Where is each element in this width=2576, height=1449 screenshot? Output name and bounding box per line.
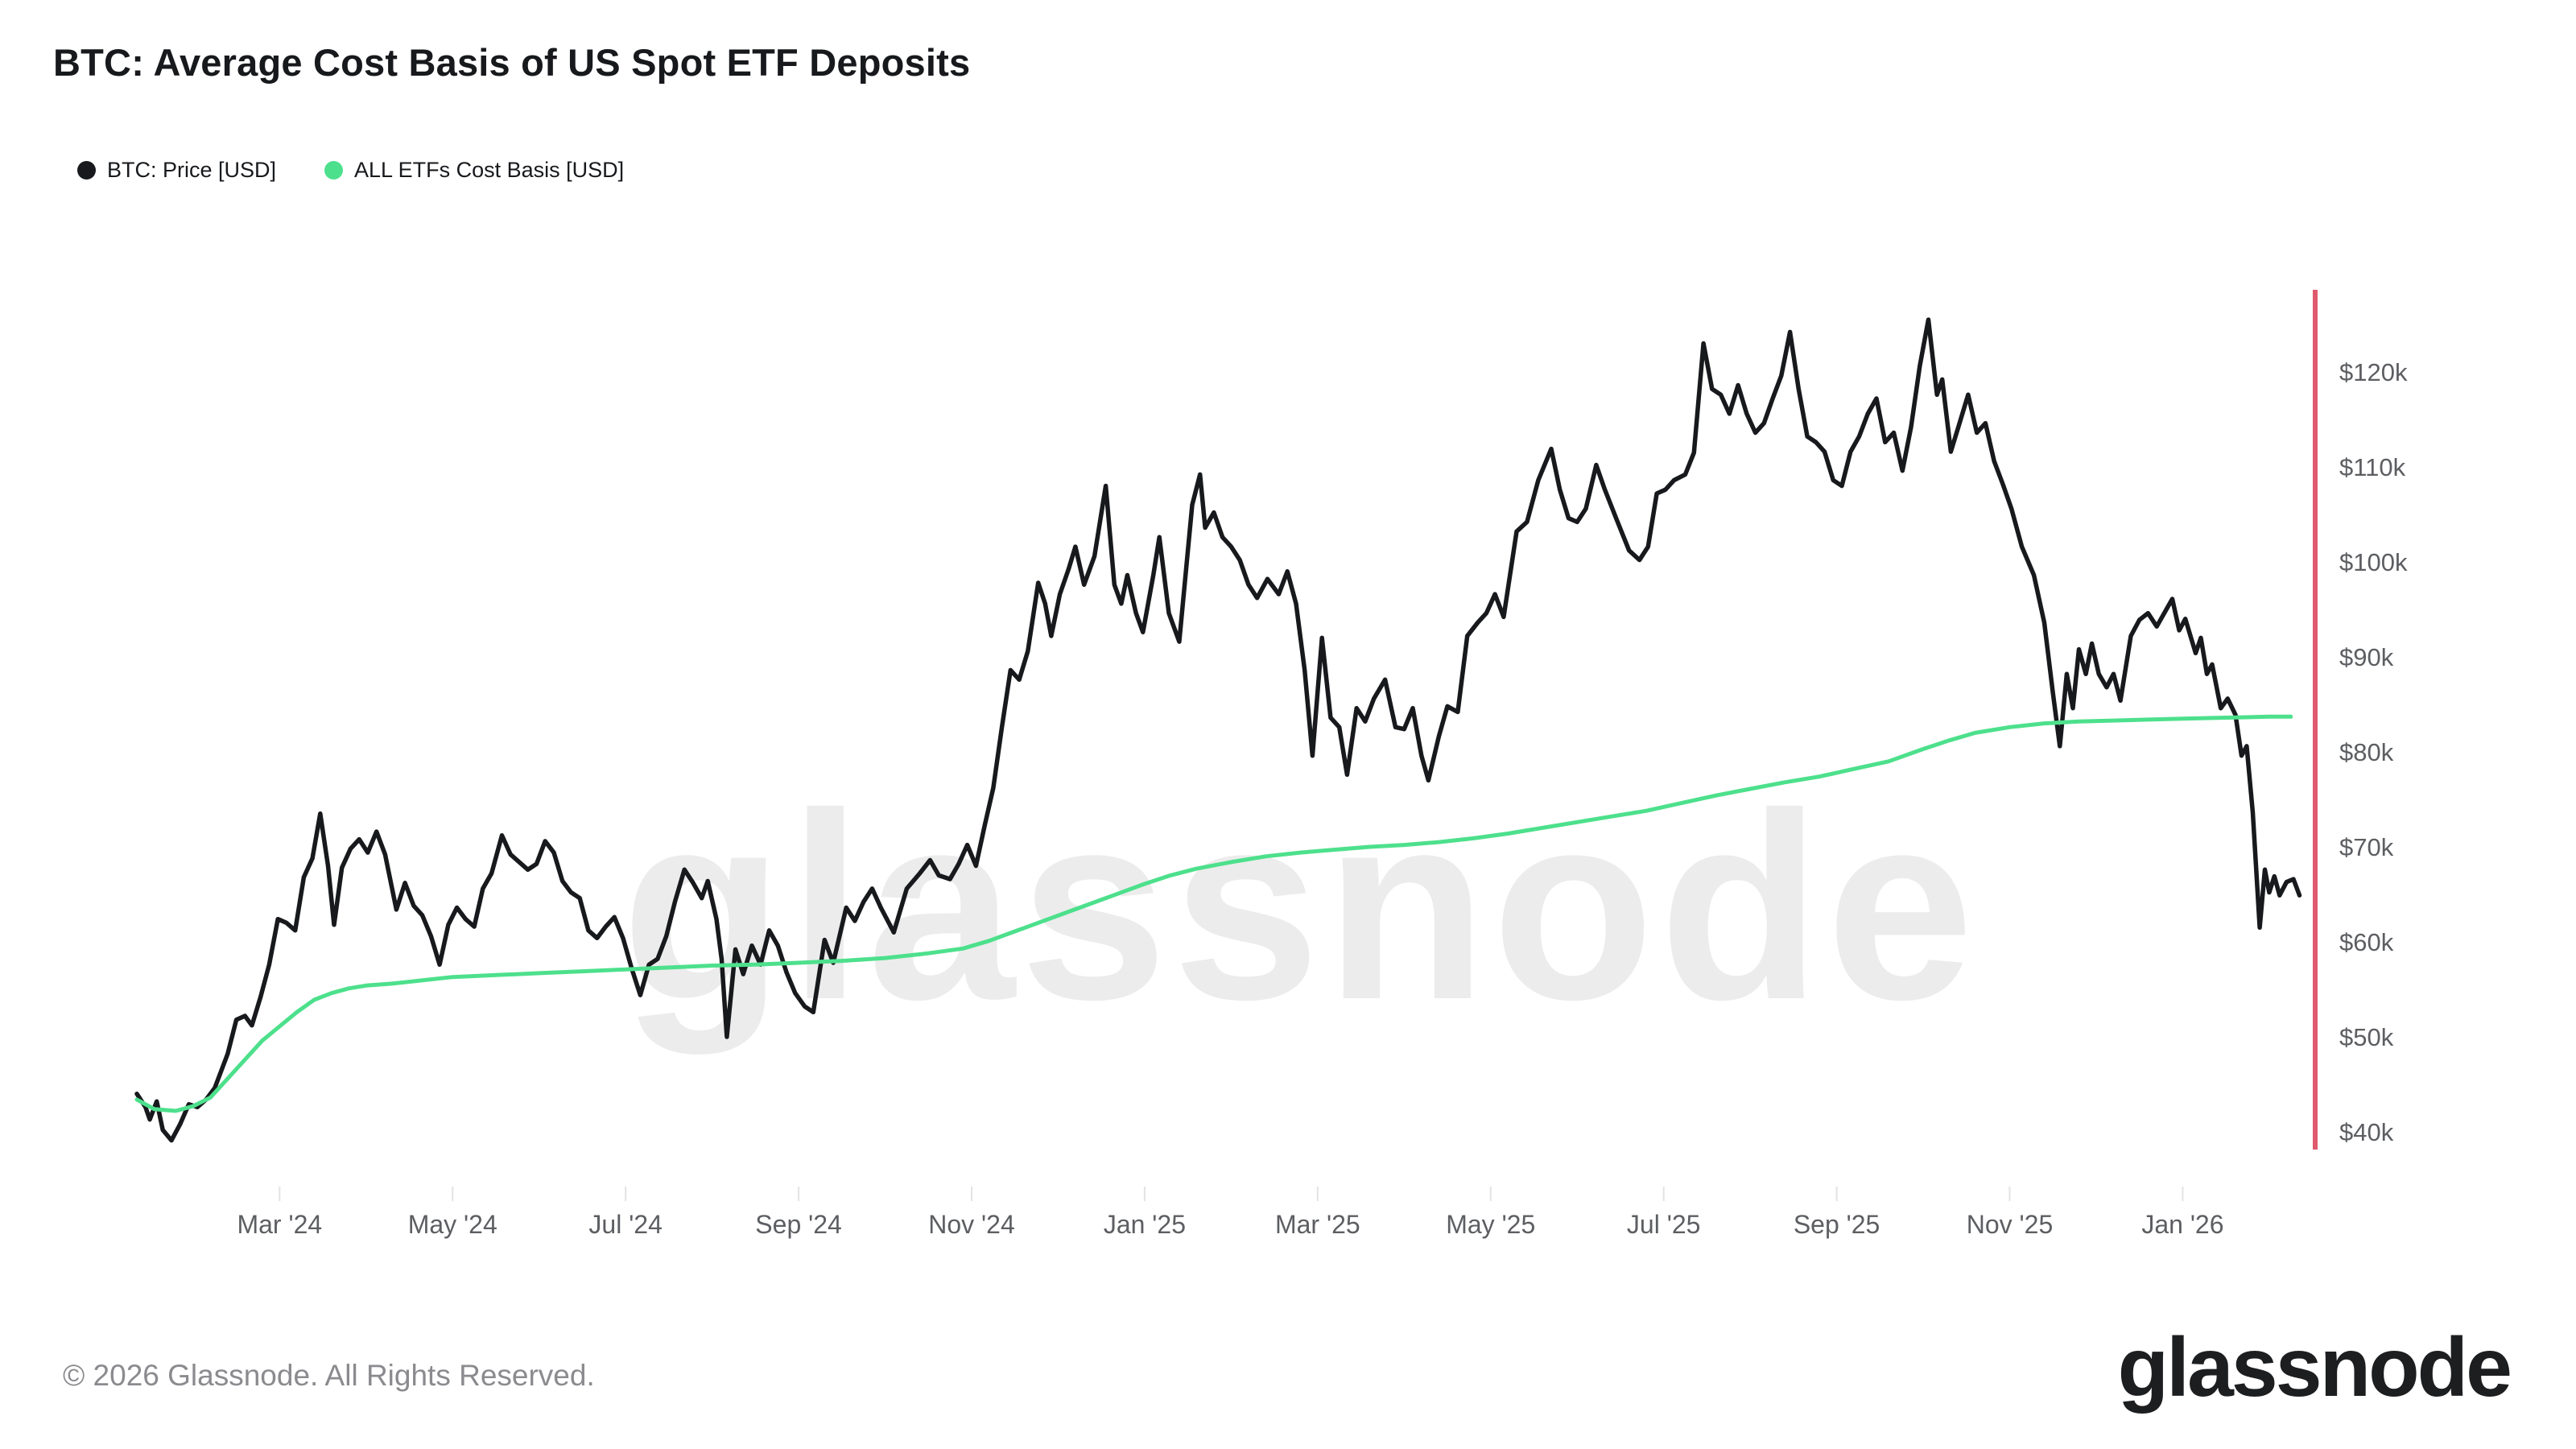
chart-legend: BTC: Price [USD] ALL ETFs Cost Basis [US…	[77, 158, 624, 183]
x-axis-tick-label: Jul '24	[588, 1210, 663, 1239]
etf-cost-basis-line[interactable]	[134, 714, 2293, 1113]
copyright-text: © 2026 Glassnode. All Rights Reserved.	[63, 1359, 595, 1392]
x-axis-tick-label: Mar '24	[237, 1210, 322, 1239]
legend-item-btc-price[interactable]: BTC: Price [USD]	[77, 158, 276, 183]
x-axis-tick-label: Nov '25	[1967, 1210, 2054, 1239]
btc-price-line[interactable]	[134, 317, 2302, 1143]
x-axis-tick-label: Jan '26	[2141, 1210, 2223, 1239]
x-axis-tick-label: Sep '25	[1794, 1210, 1880, 1239]
page-title: BTC: Average Cost Basis of US Spot ETF D…	[53, 41, 971, 84]
x-axis-tick-label: Mar '25	[1275, 1210, 1360, 1239]
y-axis-tick-label: $110k	[2339, 453, 2406, 481]
y-axis-tick-label: $70k	[2339, 833, 2394, 861]
y-axis-tick-label: $40k	[2339, 1118, 2394, 1146]
y-axis-tick-label: $100k	[2339, 548, 2408, 576]
legend-item-etf-cost-basis[interactable]: ALL ETFs Cost Basis [USD]	[324, 158, 624, 183]
legend-dot-icon	[77, 161, 96, 180]
x-axis-tick-label: May '24	[408, 1210, 497, 1239]
legend-label: ALL ETFs Cost Basis [USD]	[354, 158, 625, 182]
glassnode-logo: glassnode	[2117, 1321, 2512, 1414]
x-axis-tick-label: Nov '24	[928, 1210, 1015, 1239]
y-axis-tick-label: $80k	[2339, 738, 2394, 766]
y-axis-tick-label: $60k	[2339, 928, 2394, 956]
legend-label: BTC: Price [USD]	[107, 158, 277, 182]
x-axis-tick-label: Sep '24	[755, 1210, 842, 1239]
x-axis-tick-label: Jan '25	[1104, 1210, 1186, 1239]
x-axis-tick-label: Jul '25	[1627, 1210, 1701, 1239]
x-axis-tick-label: May '25	[1446, 1210, 1535, 1239]
y-axis-tick-label: $90k	[2339, 643, 2394, 671]
y-axis-tick-label: $120k	[2339, 358, 2408, 386]
legend-dot-icon	[324, 161, 344, 180]
watermark: glassnode	[621, 758, 1979, 1056]
y-axis-tick-label: $50k	[2339, 1023, 2394, 1051]
